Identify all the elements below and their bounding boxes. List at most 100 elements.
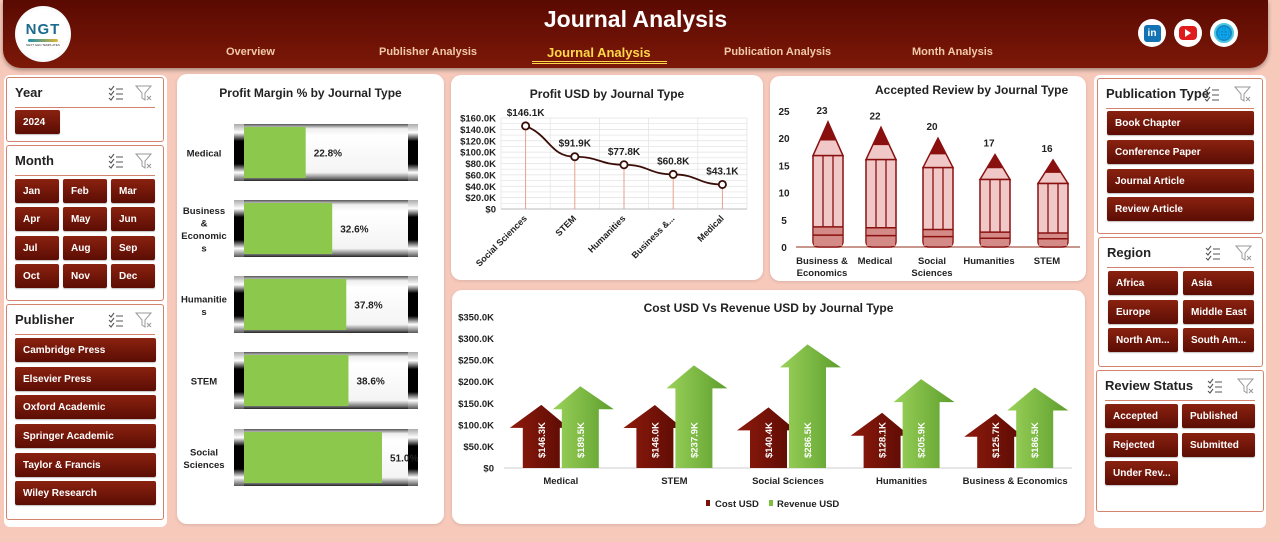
y-tick: $140.0K (460, 125, 496, 136)
pencil-bar (978, 153, 1012, 248)
month-oct-button[interactable]: Oct (15, 264, 59, 288)
y-tick: $250.0K (458, 356, 494, 367)
globe-icon: 🌐 (1214, 23, 1234, 43)
month-nov-button[interactable]: Nov (63, 264, 107, 288)
y-tick: $100.0K (458, 420, 494, 431)
multi-select-icon[interactable] (1207, 378, 1223, 394)
tab-overview[interactable]: Overview (226, 46, 275, 58)
month-feb-button[interactable]: Feb (63, 179, 107, 203)
month-sep-button[interactable]: Sep (111, 236, 155, 260)
multi-select-icon[interactable] (108, 312, 124, 328)
value-label: $125.7K (991, 422, 1002, 458)
publisher-slicer-title: Publisher (15, 312, 75, 327)
region-item[interactable]: Asia (1183, 271, 1254, 295)
month-jul-button[interactable]: Jul (15, 236, 59, 260)
x-tick: Business & Economics (963, 476, 1068, 487)
month-mar-button[interactable]: Mar (111, 179, 155, 203)
divider (1107, 267, 1254, 268)
publisher-item[interactable]: Wiley Research (15, 481, 156, 505)
y-tick: 20 (778, 134, 790, 145)
tab-journal-analysis[interactable]: Journal Analysis (547, 45, 651, 60)
region-item[interactable]: Europe (1108, 300, 1178, 324)
profit-margin-chart: 22.8%Medical32.6%Business&Economics37.8%… (181, 124, 418, 486)
review-status-item[interactable]: Submitted (1182, 433, 1255, 457)
month-jan-button[interactable]: Jan (15, 179, 59, 203)
margin-bar: 32.6% Business& Economics (181, 200, 418, 257)
multi-select-icon[interactable] (108, 85, 124, 101)
clear-filter-icon[interactable] (135, 311, 153, 329)
value-label: $205.9K (917, 422, 928, 458)
publication-type-item[interactable]: Review Article (1107, 197, 1254, 221)
x-tick: STEM (1034, 256, 1060, 267)
legend: Cost USD Revenue USD (706, 499, 839, 510)
y-tick: 15 (778, 161, 790, 172)
publication-type-item[interactable]: Book Chapter (1107, 111, 1254, 135)
tab-month-analysis[interactable]: Month Analysis (912, 46, 993, 58)
clear-filter-icon[interactable] (1237, 377, 1255, 395)
region-item[interactable]: North Am... (1108, 328, 1178, 352)
publisher-item[interactable]: Springer Academic (15, 424, 156, 448)
publisher-item[interactable]: Cambridge Press (15, 338, 156, 362)
linkedin-icon: in (1143, 24, 1161, 42)
month-jun-button[interactable]: Jun (111, 207, 155, 231)
month-may-button[interactable]: May (63, 207, 107, 231)
region-item[interactable]: Africa (1108, 271, 1178, 295)
revenue-arrow-bar (780, 344, 841, 468)
publisher-item[interactable]: Taylor & Francis (15, 453, 156, 477)
logo: NGT NEXT GEN TEMPLATES (15, 6, 71, 62)
clear-filter-icon[interactable] (135, 152, 153, 170)
publisher-item[interactable]: Elsevier Press (15, 367, 156, 391)
year-slicer: Year 2024 (6, 77, 164, 142)
month-slicer-title: Month (15, 153, 54, 168)
chart-title: Profit Margin % by Journal Type (219, 86, 402, 100)
multi-select-icon[interactable] (1205, 245, 1221, 261)
youtube-button[interactable] (1174, 19, 1202, 47)
year-2024-button[interactable]: 2024 (15, 110, 60, 134)
review-status-slicer-title: Review Status (1105, 378, 1194, 393)
month-aug-button[interactable]: Aug (63, 236, 107, 260)
region-item[interactable]: South Am... (1183, 328, 1254, 352)
review-status-item[interactable]: Published (1182, 404, 1255, 428)
margin-bar: 22.8% Medical (187, 124, 418, 181)
value-label: $146.1K (507, 108, 546, 119)
chart-title: Accepted Review by Journal Type (875, 83, 1069, 97)
category-label: Economic (181, 231, 226, 242)
value-label: $146.3K (537, 422, 548, 458)
svg-text:Revenue USD: Revenue USD (777, 499, 839, 510)
divider (15, 107, 155, 108)
review-status-item[interactable]: Under Rev... (1105, 461, 1178, 485)
tab-publication-analysis[interactable]: Publication Analysis (724, 46, 832, 58)
month-dec-button[interactable]: Dec (111, 264, 155, 288)
pencil-bar (864, 125, 898, 248)
multi-select-icon[interactable] (108, 153, 124, 169)
publisher-item[interactable]: Oxford Academic (15, 395, 156, 419)
chart-title: Cost USD Vs Revenue USD by Journal Type (643, 301, 894, 315)
value-label: $77.8K (608, 147, 641, 158)
x-tick: Business & (796, 256, 848, 267)
clear-filter-icon[interactable] (1235, 244, 1253, 262)
region-item[interactable]: Middle East (1183, 300, 1254, 324)
month-apr-button[interactable]: Apr (15, 207, 59, 231)
tab-publisher-analysis[interactable]: Publisher Analysis (379, 46, 478, 58)
publication-type-item[interactable]: Conference Paper (1107, 140, 1254, 164)
value-label: $91.9K (559, 139, 592, 150)
clear-filter-icon[interactable] (135, 84, 153, 102)
y-tick: 25 (778, 107, 790, 118)
x-tick: STEM (553, 213, 578, 238)
cost-arrow-bar (850, 412, 910, 468)
category-label: STEM (191, 377, 217, 388)
publication-type-item[interactable]: Journal Article (1107, 169, 1254, 193)
clear-filter-icon[interactable] (1234, 85, 1252, 103)
website-button[interactable]: 🌐 (1210, 19, 1238, 47)
review-status-item[interactable]: Rejected (1105, 433, 1178, 457)
y-tick: $0 (483, 464, 494, 475)
linkedin-button[interactable]: in (1138, 19, 1166, 47)
y-tick: $100.0K (460, 148, 496, 159)
revenue-arrow-bar (552, 386, 614, 468)
y-tick: $150.0K (458, 399, 494, 410)
review-status-item[interactable]: Accepted (1105, 404, 1178, 428)
cost-vs-revenue-chart: $350.0K $300.0K $250.0K $200.0K $150.0K $100.… (458, 313, 1072, 510)
revenue-arrow-bar (666, 365, 728, 468)
multi-select-icon[interactable] (1204, 86, 1220, 102)
data-point (717, 179, 727, 189)
